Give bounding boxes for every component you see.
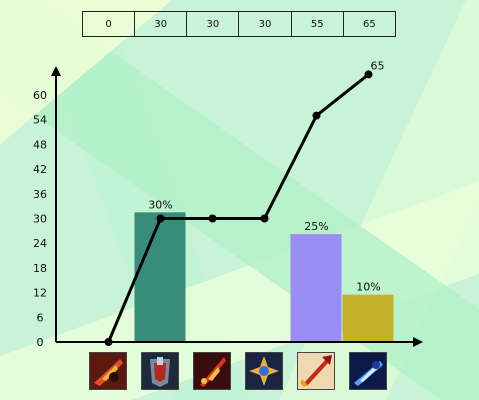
line-point xyxy=(208,214,217,223)
x-axis-arrow xyxy=(413,337,423,347)
bar-label: 25% xyxy=(304,220,328,233)
y-tick-label: 6 xyxy=(37,311,44,324)
item-icon-5 xyxy=(297,352,335,390)
bar-label: 10% xyxy=(356,281,380,294)
value-table-row: 0 30 30 30 55 65 xyxy=(81,11,397,37)
line-point xyxy=(312,111,321,120)
line-point xyxy=(364,70,373,79)
y-tick-label: 30 xyxy=(33,213,47,226)
y-tick-label: 36 xyxy=(33,188,47,201)
value-table-cell: 30 xyxy=(238,11,292,37)
line-point xyxy=(104,338,113,346)
value-table-cell: 55 xyxy=(290,11,344,37)
value-table-cell: 0 xyxy=(81,11,136,37)
bar xyxy=(290,234,342,342)
bar xyxy=(134,212,186,342)
item-icon-3 xyxy=(193,352,231,390)
y-tick-label: 0 xyxy=(37,336,44,349)
value-table-cell: 65 xyxy=(342,11,397,37)
line-series xyxy=(107,73,370,343)
y-tick-label: 48 xyxy=(33,138,47,151)
y-tick-label: 42 xyxy=(33,163,47,176)
bar xyxy=(342,294,394,342)
y-tick-label: 54 xyxy=(33,114,47,127)
y-tick-label: 12 xyxy=(33,287,47,300)
point-label: 65 xyxy=(371,59,385,72)
y-axis-arrow xyxy=(51,66,61,76)
y-tick-label: 24 xyxy=(33,237,47,250)
item-icon-6 xyxy=(349,352,387,390)
item-icon-1 xyxy=(89,352,127,390)
y-tick-label: 18 xyxy=(33,262,47,275)
bar-label: 30% xyxy=(148,198,172,211)
line-point xyxy=(260,214,269,223)
value-table-cell: 30 xyxy=(186,11,240,37)
y-tick-label: 60 xyxy=(33,89,47,102)
value-table: 0 30 30 30 55 65 xyxy=(81,11,397,37)
line-point xyxy=(156,214,165,223)
item-icon-4 xyxy=(245,352,283,390)
item-icon-2 xyxy=(141,352,179,390)
